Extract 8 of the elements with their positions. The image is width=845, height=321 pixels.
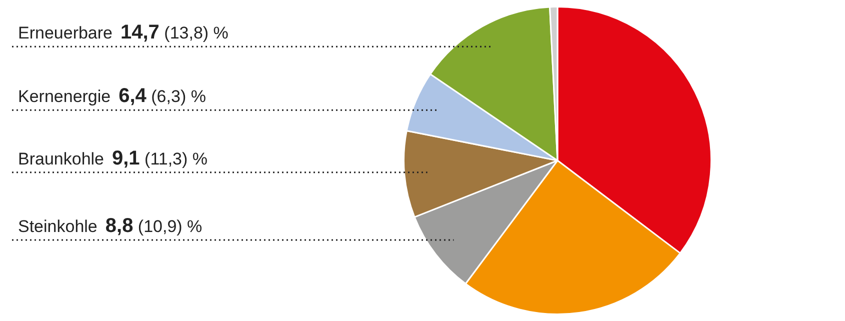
data-label: 6,4 (6,3) % xyxy=(118,85,206,108)
slice-label: Braunkohle xyxy=(18,149,104,168)
data-label: 8,8 (10,9) % xyxy=(105,214,202,237)
data-label: 9,1 (11,3) % xyxy=(112,147,208,170)
slice-label: Erneuerbare xyxy=(18,24,113,43)
data-label: 14,7 (13,8) % xyxy=(120,22,228,44)
slice-label: Steinkohle xyxy=(18,216,98,236)
slice-label: Kernenergie xyxy=(18,87,111,106)
